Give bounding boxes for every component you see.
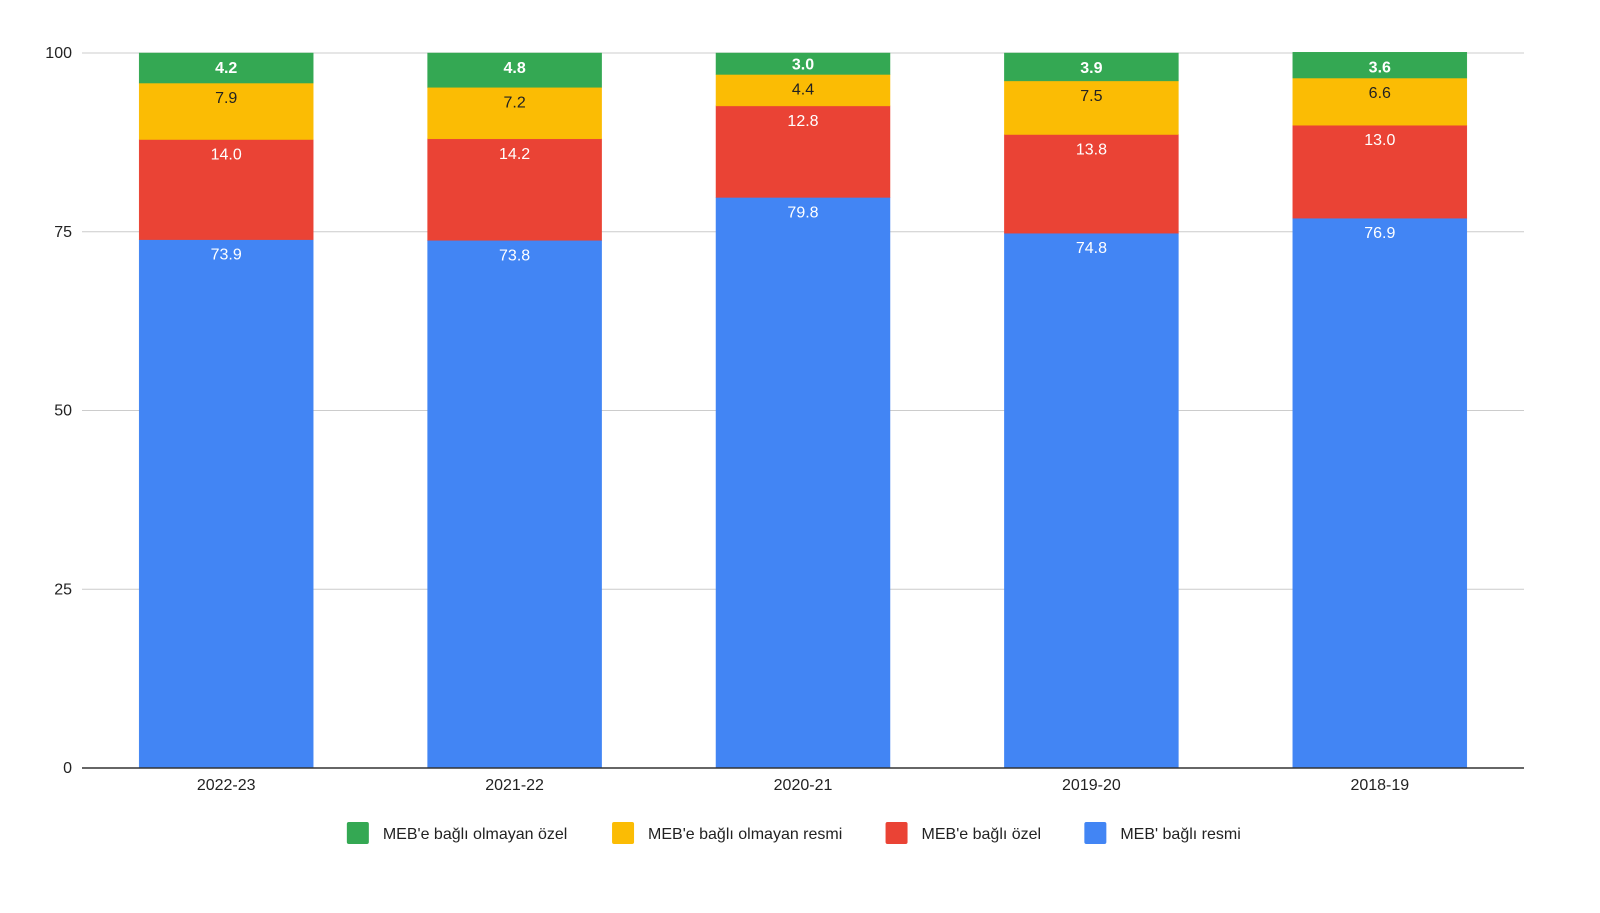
y-tick-label: 50 [54, 403, 72, 420]
legend-label: MEB'e bağlı olmayan özel [383, 826, 567, 843]
data-label: 14.2 [499, 146, 530, 163]
bar-segment[interactable] [1004, 80, 1179, 135]
bar-segment[interactable] [427, 240, 602, 769]
data-label: 7.2 [503, 94, 525, 111]
legend: MEB'e bağlı olmayan özel MEB'e bağlı olma… [346, 822, 1241, 844]
bar-segment[interactable] [138, 82, 314, 140]
bars: 73.9 14.0 7.9 4.2 73.8 14.2 7.2 4.8 79.8 12.8 4.4 3… [138, 52, 1468, 769]
legend-swatch [612, 822, 635, 844]
legend-swatch [346, 822, 369, 844]
legend-label: MEB' bağlı resmi [1120, 826, 1240, 843]
data-label: 6.6 [1369, 85, 1391, 102]
bar-segment[interactable] [715, 52, 891, 75]
data-label: 7.5 [1080, 88, 1102, 105]
y-tick-label: 100 [45, 45, 72, 62]
bar-stack-2019-20: 74.8 13.8 7.5 3.9 [1004, 52, 1179, 769]
legend-label: MEB'e bağlı olmayan resmi [648, 826, 842, 843]
axes: 0 25 50 75 100 2022-23 2021-22 2020-21 2019-20 20… [45, 45, 1524, 794]
x-tick-label: 2022-23 [197, 777, 256, 794]
bar-segment[interactable] [138, 239, 314, 769]
y-tick-label: 25 [54, 581, 72, 598]
bar-segment[interactable] [1292, 124, 1468, 219]
bar-segment[interactable] [1292, 77, 1468, 126]
legend-item[interactable]: MEB' bağlı resmi [1084, 822, 1241, 844]
y-tick-label: 0 [63, 760, 72, 777]
bar-segment[interactable] [715, 74, 891, 107]
bar-segment[interactable] [1292, 52, 1468, 79]
legend-item[interactable]: MEB'e bağlı özel [885, 822, 1042, 844]
data-label: 73.9 [211, 247, 242, 264]
data-label: 4.8 [503, 60, 525, 77]
legend-swatch [885, 822, 908, 844]
data-label: 3.9 [1080, 60, 1102, 77]
data-label: 7.9 [215, 90, 237, 107]
bar-segment[interactable] [1004, 52, 1179, 82]
legend-swatch [1084, 822, 1107, 844]
bar-segment[interactable] [427, 87, 602, 140]
data-label: 73.8 [499, 247, 530, 264]
legend-item[interactable]: MEB'e bağlı olmayan özel [346, 822, 567, 844]
data-label: 14.0 [211, 147, 242, 164]
bar-segment[interactable] [715, 197, 891, 769]
data-label: 79.8 [787, 204, 818, 221]
bar-stack-2021-22: 73.8 14.2 7.2 4.8 [427, 52, 602, 769]
bar-stack-2018-19: 76.9 13.0 6.6 3.6 [1292, 52, 1468, 769]
legend-item[interactable]: MEB'e bağlı olmayan resmi [612, 822, 842, 844]
x-tick-label: 2021-22 [485, 777, 544, 794]
bar-segment[interactable] [1292, 217, 1468, 769]
data-label: 74.8 [1076, 240, 1107, 257]
data-label: 3.6 [1369, 59, 1391, 76]
data-label: 3.0 [792, 57, 814, 74]
y-tick-label: 75 [54, 224, 72, 241]
bar-stack-2022-23: 73.9 14.0 7.9 4.2 [138, 52, 314, 769]
bar-segment[interactable] [427, 52, 602, 88]
bar-segment[interactable] [715, 105, 891, 198]
x-tick-label: 2019-20 [1062, 777, 1121, 794]
x-tick-label: 2020-21 [774, 777, 833, 794]
data-label: 12.8 [787, 113, 818, 130]
data-label: 4.4 [792, 81, 814, 98]
x-tick-label: 2018-19 [1350, 777, 1409, 794]
data-label: 13.8 [1076, 142, 1107, 159]
bar-stack-2020-21: 79.8 12.8 4.4 3.0 [715, 52, 891, 769]
data-label: 4.2 [215, 60, 237, 77]
data-label: 13.0 [1364, 132, 1395, 149]
bar-segment[interactable] [1004, 134, 1179, 234]
data-label: 76.9 [1364, 225, 1395, 242]
bar-segment[interactable] [138, 52, 314, 84]
bar-segment[interactable] [1004, 232, 1179, 769]
legend-label: MEB'e bağlı özel [922, 826, 1042, 843]
